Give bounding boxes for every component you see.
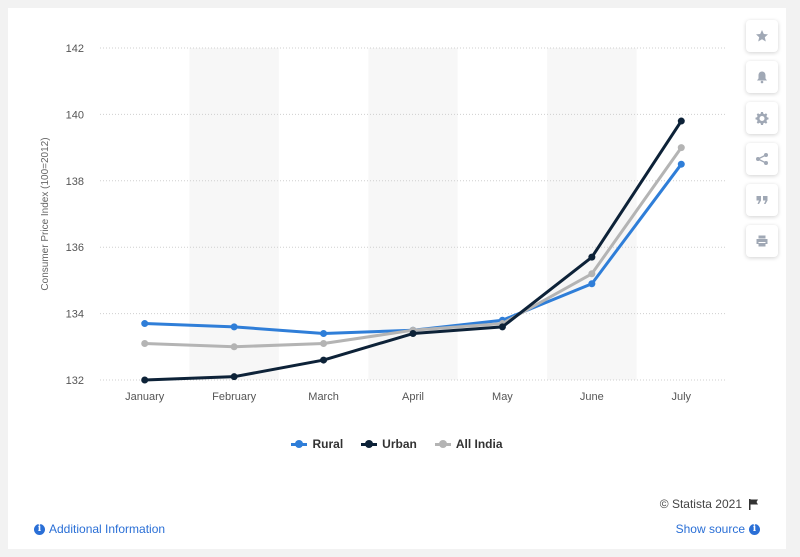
data-point	[409, 330, 417, 338]
settings-button[interactable]	[746, 102, 778, 134]
notification-button[interactable]	[746, 61, 778, 93]
data-point	[498, 323, 506, 331]
data-point	[320, 330, 328, 338]
y-tick-label: 138	[66, 176, 84, 188]
y-tick-label: 142	[66, 43, 84, 55]
copyright-text: © Statista 2021	[659, 497, 742, 511]
chart-card: 132 134 136 138 140 142 January February March Ap…	[8, 8, 786, 549]
x-tick-label: July	[672, 391, 692, 403]
copyright: © Statista 2021	[660, 497, 760, 511]
data-point	[677, 160, 685, 168]
category-band	[547, 48, 637, 380]
data-point	[141, 320, 149, 328]
legend-item-all-india[interactable]: All India	[434, 437, 503, 451]
gear-icon	[755, 112, 769, 125]
data-point	[230, 373, 238, 381]
print-button[interactable]	[746, 225, 778, 257]
legend-item-urban[interactable]: Urban	[361, 437, 417, 451]
info-icon: i	[749, 523, 760, 535]
y-tick-label: 134	[66, 309, 84, 321]
x-tick-label: May	[492, 391, 513, 403]
y-tick-label: 140	[66, 109, 84, 121]
data-point	[141, 339, 149, 347]
data-point	[677, 117, 685, 125]
chart-legend: Rural Urban All India	[8, 437, 786, 451]
print-icon	[756, 235, 768, 247]
data-point	[588, 270, 596, 278]
y-tick-label: 136	[66, 242, 84, 254]
legend-label: Urban	[382, 437, 417, 451]
legend-label: All India	[455, 437, 503, 451]
sidebar-toolbar	[746, 20, 780, 266]
share-button[interactable]	[746, 143, 778, 175]
legend-swatch-all-india	[434, 439, 451, 448]
y-axis-label: Consumer Price Index (100=2012)	[40, 137, 51, 290]
x-tick-label: April	[402, 391, 424, 403]
cite-button[interactable]	[746, 184, 778, 216]
data-point	[677, 144, 685, 152]
info-icon: i	[34, 523, 45, 535]
flag-icon[interactable]	[748, 498, 760, 510]
y-tick-label: 132	[66, 375, 84, 387]
data-point	[588, 253, 596, 261]
line-chart: 132 134 136 138 140 142 January February March Ap…	[40, 43, 726, 403]
legend-swatch-rural	[291, 439, 308, 448]
x-tick-label: January	[125, 391, 165, 403]
show-source-link[interactable]: Show source i	[676, 522, 760, 536]
x-tick-label: February	[212, 391, 257, 403]
legend-label: Rural	[312, 437, 344, 451]
legend-item-rural[interactable]: Rural	[291, 437, 343, 451]
favorite-button[interactable]	[746, 20, 778, 52]
additional-information-link[interactable]: i Additional Information	[34, 522, 165, 536]
x-tick-label: March	[308, 391, 339, 403]
quote-icon	[756, 196, 768, 204]
data-point	[230, 323, 238, 331]
legend-swatch-urban	[361, 439, 378, 448]
x-tick-label: June	[580, 391, 604, 403]
additional-information-label: Additional Information	[49, 522, 166, 536]
category-band	[368, 48, 458, 380]
show-source-label: Show source	[675, 522, 745, 536]
data-point	[588, 280, 596, 288]
data-point	[320, 356, 328, 364]
star-icon	[756, 30, 768, 42]
share-icon	[756, 153, 768, 165]
data-point	[141, 376, 149, 384]
bell-icon	[757, 71, 767, 84]
data-point	[320, 339, 328, 347]
data-point	[230, 343, 238, 351]
